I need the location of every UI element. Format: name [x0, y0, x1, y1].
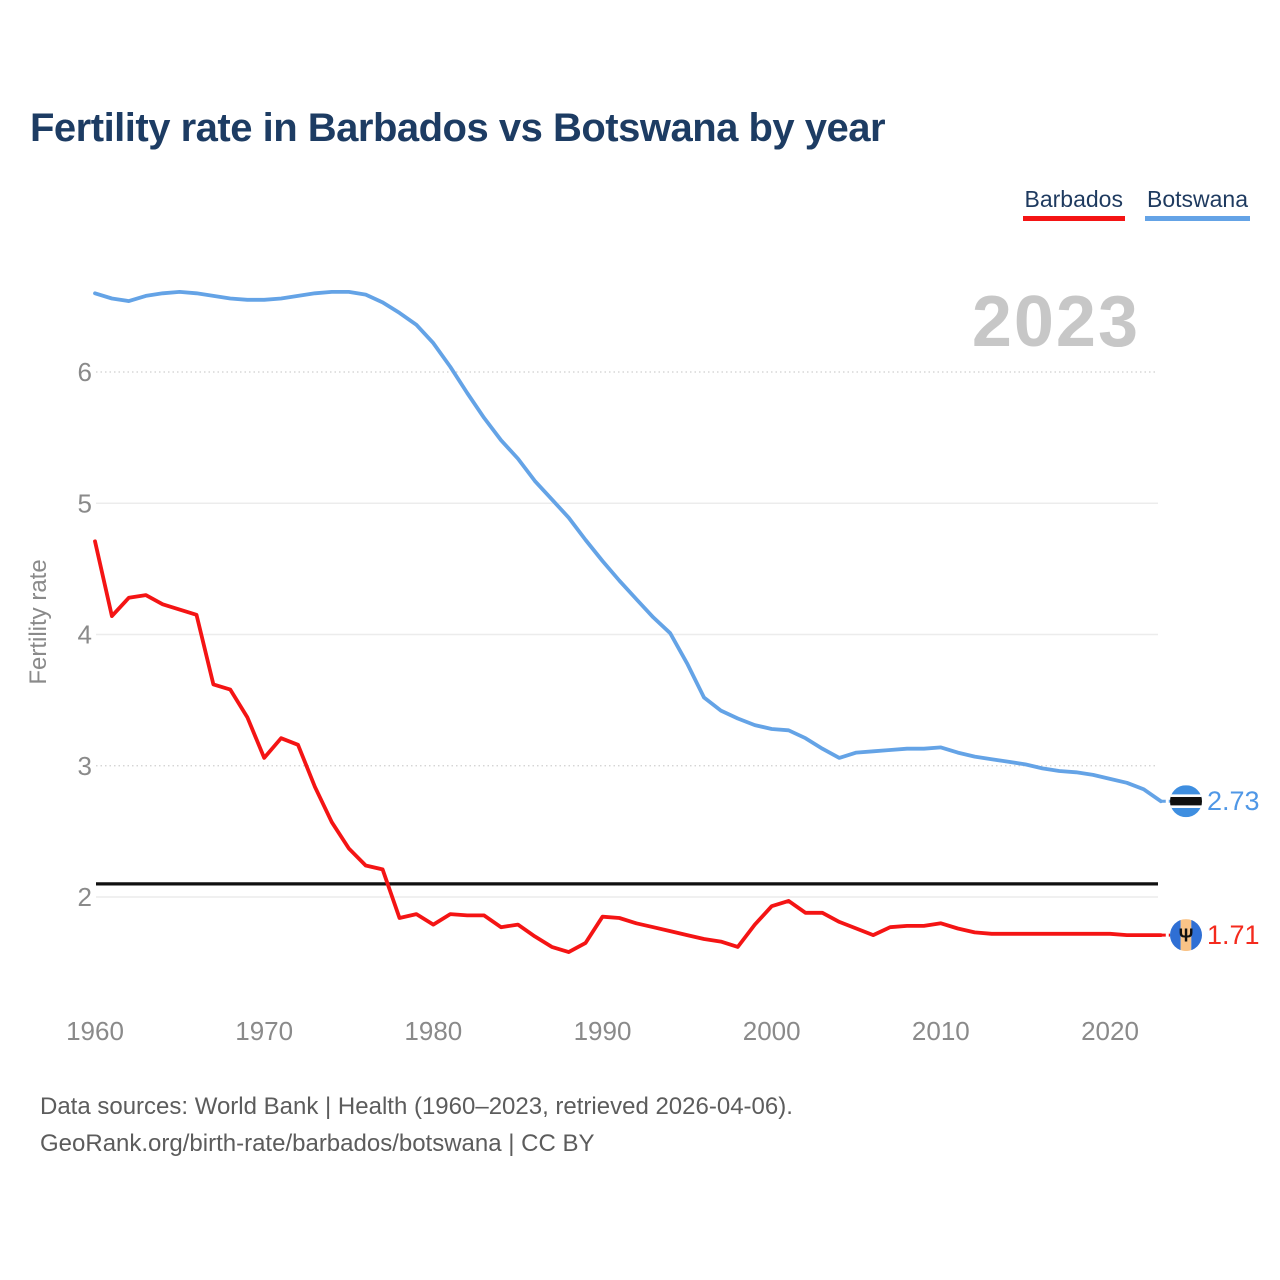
legend-item-barbados[interactable]: Barbados: [1022, 186, 1125, 221]
y-tick-label-2: 2: [78, 882, 92, 912]
year-watermark: 2023: [972, 282, 1140, 362]
x-tick-label-1960: 1960: [66, 1016, 124, 1046]
footer-attribution-line: GeoRank.org/birth-rate/barbados/botswana…: [40, 1130, 595, 1157]
barbados-line[interactable]: [93, 539, 1163, 954]
x-tick-label-2010: 2010: [912, 1016, 970, 1046]
legend-underline-botswana: [1144, 216, 1250, 221]
legend: Barbados Botswana: [1022, 186, 1250, 221]
botswana-line[interactable]: [93, 289, 1163, 804]
trident-glyph: Ψ: [1179, 926, 1194, 946]
page-title: Fertility rate in Barbados vs Botswana b…: [30, 106, 886, 150]
legend-item-botswana[interactable]: Botswana: [1144, 186, 1250, 221]
legend-label-barbados[interactable]: Barbados: [1024, 186, 1123, 212]
legend-underline-barbados: [1022, 216, 1125, 221]
x-tick-label-1990: 1990: [574, 1016, 632, 1046]
y-tick-label-6: 6: [78, 357, 92, 387]
botswana-flag-icon: [1170, 785, 1202, 818]
y-axis-title: Fertility rate: [25, 559, 52, 684]
x-tick-label-2020: 2020: [1081, 1016, 1139, 1046]
x-tick-label-1970: 1970: [235, 1016, 293, 1046]
y-tick-label-4: 4: [78, 620, 92, 650]
footer-sources-line: Data sources: World Bank | Health (1960–…: [40, 1093, 793, 1120]
y-tick-label-5: 5: [78, 488, 92, 518]
botswana-end-value: 2.73: [1207, 786, 1260, 816]
barbados-end-value: 1.71: [1207, 920, 1260, 950]
x-tick-label-1980: 1980: [404, 1016, 462, 1046]
barbados-flag-icon: Ψ: [1170, 919, 1202, 952]
y-tick-label-3: 3: [78, 751, 92, 781]
footer: Data sources: World Bank | Health (1960–…: [40, 1088, 793, 1162]
legend-label-botswana[interactable]: Botswana: [1146, 186, 1248, 212]
x-tick-label-2000: 2000: [743, 1016, 801, 1046]
